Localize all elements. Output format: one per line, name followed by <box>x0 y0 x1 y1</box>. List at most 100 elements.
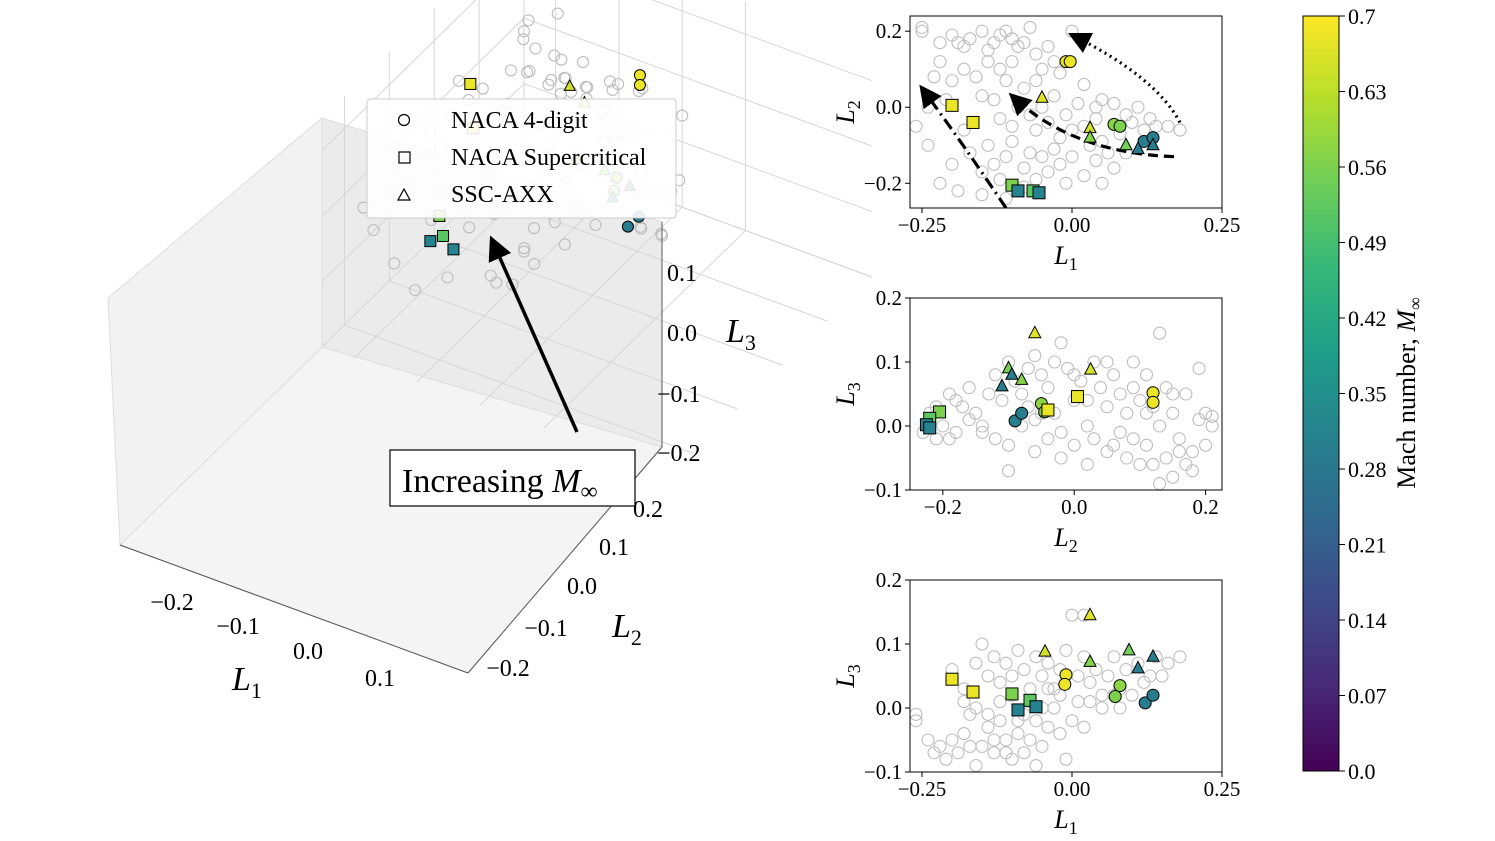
grey-point <box>1028 445 1042 459</box>
grey-point <box>975 188 989 202</box>
legend-label: NACA 4-digit <box>451 108 588 134</box>
grey-point <box>1126 355 1140 369</box>
tick-3d-x: 0.0 <box>293 639 323 665</box>
grey-point <box>1153 326 1167 340</box>
grey-point <box>1017 161 1031 175</box>
y-axis-label: L2 <box>831 100 864 124</box>
grid-line <box>651 0 873 82</box>
grey-point <box>1161 119 1175 133</box>
grey-point <box>1166 387 1180 401</box>
legend-triangle-marker <box>396 187 412 201</box>
grey-point <box>988 368 1002 382</box>
data-point-circle <box>1015 406 1029 420</box>
grey-point-3d <box>476 82 489 95</box>
grey-point <box>1059 108 1073 122</box>
data-point-3d-square <box>447 243 460 256</box>
data-point-triangle <box>1027 325 1042 339</box>
grey-point <box>975 165 989 179</box>
grey-point <box>942 387 956 401</box>
data-point-triangle <box>1119 137 1133 151</box>
grey-point <box>945 157 959 171</box>
data-point-square <box>1032 186 1046 200</box>
grey-point <box>1053 688 1067 702</box>
grey-point <box>1107 96 1121 110</box>
tick-3d-z: 0.1 <box>667 261 697 287</box>
grey-point <box>1146 457 1160 471</box>
grey-point <box>1113 425 1127 439</box>
grey-point <box>1029 47 1043 61</box>
tick-3d-y: −0.1 <box>524 616 568 642</box>
grey-point <box>1017 746 1031 760</box>
data-point-triangle <box>995 378 1009 392</box>
colorbar-tick-label: 0.7 <box>1348 4 1376 29</box>
grey-point <box>1089 663 1103 677</box>
grey-point <box>1133 457 1147 471</box>
grey-point <box>962 413 976 427</box>
grey-point <box>1107 438 1121 452</box>
grey-point <box>1119 108 1133 122</box>
grey-point <box>921 138 935 152</box>
grey-point <box>951 184 965 198</box>
tick-3d-x: −0.2 <box>150 590 194 616</box>
grey-point <box>987 650 1001 664</box>
colorbar-tick-label: 0.35 <box>1348 382 1387 407</box>
grey-point-3d <box>579 80 592 93</box>
grey-point <box>1107 161 1121 175</box>
grey-point <box>987 733 1001 747</box>
grey-point <box>1065 150 1079 164</box>
grey-point-3d <box>542 78 555 91</box>
colorbar-tick-label: 0.28 <box>1348 457 1387 482</box>
grey-point <box>945 733 959 747</box>
grey-point <box>1071 96 1085 110</box>
grey-point <box>957 695 971 709</box>
colorbar-tick-label: 0.49 <box>1348 231 1387 256</box>
tick-3d-x: 0.1 <box>365 666 395 692</box>
data-point-triangle <box>1146 137 1160 151</box>
grey-point <box>1023 733 1037 747</box>
grey-point-3d <box>409 284 422 297</box>
y-tick-label: 0.1 <box>876 632 902 656</box>
trend-arrow-dotted <box>1067 32 1182 124</box>
data-point-square <box>966 115 980 129</box>
grid-line <box>479 206 683 406</box>
grey-point <box>1017 663 1031 677</box>
grey-point <box>963 32 977 46</box>
tick-3d-z: −0.1 <box>657 382 701 408</box>
grey-point <box>1041 165 1055 179</box>
grey-point <box>963 146 977 160</box>
grey-point <box>1131 100 1145 114</box>
x-tick-label: −0.2 <box>924 495 962 519</box>
grey-point <box>981 669 995 683</box>
grey-point <box>1011 643 1025 657</box>
increasing-mach-arrow <box>488 235 579 433</box>
grey-point <box>1083 675 1097 689</box>
grey-point <box>1199 438 1213 452</box>
grey-point <box>1120 406 1134 420</box>
y-tick-label: 0.0 <box>876 95 902 119</box>
axis-label-3d-L3: L3 <box>725 313 756 355</box>
grey-point <box>975 637 989 651</box>
colorbar-ticks: 0.0 0.07 0.14 0.21 0.28 0.35 0.42 0.49 0.56 0.63 0… <box>1339 4 1387 784</box>
grey-point <box>1173 123 1187 137</box>
grey-point <box>1185 445 1199 459</box>
data-point-triangle <box>1083 361 1098 375</box>
grey-point <box>1059 176 1073 190</box>
grey-point <box>1023 146 1037 160</box>
grey-point <box>1100 400 1114 414</box>
grey-point-3d <box>523 64 536 78</box>
legend-square-marker <box>398 151 411 164</box>
data-point-triangle <box>1122 642 1136 656</box>
grey-point <box>1029 714 1043 728</box>
plot-frame <box>909 297 1223 491</box>
grey-point <box>1067 368 1081 382</box>
grey-point <box>969 70 983 84</box>
grey-point <box>1173 650 1187 664</box>
grey-point <box>1199 406 1213 420</box>
data-point-circle <box>1146 395 1160 409</box>
grey-point <box>988 432 1002 446</box>
plot-area <box>910 298 1222 490</box>
grey-point-3d <box>441 271 454 284</box>
grey-point <box>1166 470 1180 484</box>
y-tick-label: 0.0 <box>876 414 902 438</box>
grey-point <box>981 55 995 69</box>
